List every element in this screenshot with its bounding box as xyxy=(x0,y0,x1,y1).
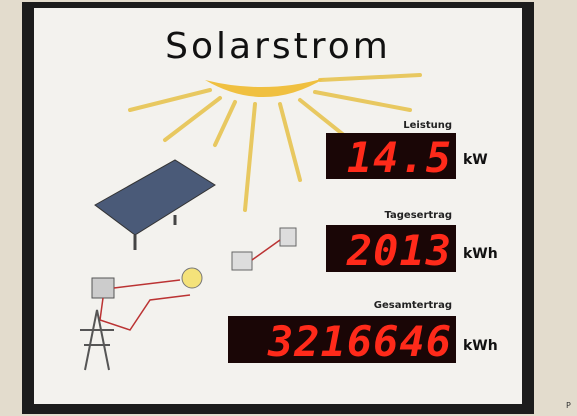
corner-text: P xyxy=(566,401,571,410)
meter xyxy=(232,252,252,270)
inverter xyxy=(92,278,114,298)
display-label: Leistung xyxy=(403,120,452,131)
display-unit: kWh xyxy=(463,338,498,354)
bulb xyxy=(182,268,202,288)
socket xyxy=(280,228,296,246)
display-label: Tagesertrag xyxy=(384,210,452,221)
display-value: 14.5 xyxy=(347,133,452,182)
photo: Solarstrom Leistung 14.5 kW Tagesertrag … xyxy=(0,0,577,416)
title: Solarstrom xyxy=(165,26,391,67)
display-value: 3216646 xyxy=(267,317,452,366)
display-value: 2013 xyxy=(346,226,452,275)
page: Solarstrom Leistung 14.5 kW Tagesertrag … xyxy=(0,0,577,416)
display-unit: kW xyxy=(463,152,488,168)
display-unit: kWh xyxy=(463,246,498,262)
display-label: Gesamtertrag xyxy=(374,300,452,311)
